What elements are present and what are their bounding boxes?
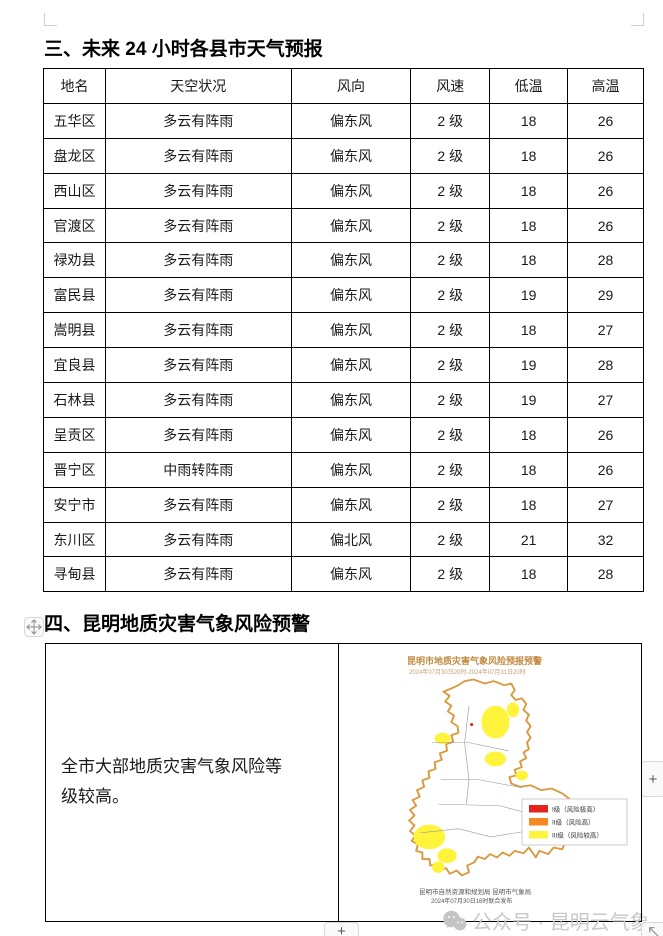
svg-text:2024年07月30日16时联合发布: 2024年07月30日16时联合发布: [431, 897, 512, 905]
svg-text:2024年07月30日20时-2024年07月31日20时: 2024年07月30日20时-2024年07月31日20时: [409, 668, 526, 676]
svg-text:昆明市地质灾害气象风险预报预警: 昆明市地质灾害气象风险预报预警: [407, 655, 542, 666]
svg-text:昆明市自然资源和规划局 昆明市气象局: 昆明市自然资源和规划局 昆明市气象局: [419, 887, 531, 896]
svg-text:I级（风险极高）: I级（风险极高）: [552, 805, 599, 814]
svg-text:II级（风险高）: II级（风险高）: [552, 818, 595, 827]
svg-text:III级（风险较高）: III级（风险较高）: [552, 831, 603, 840]
